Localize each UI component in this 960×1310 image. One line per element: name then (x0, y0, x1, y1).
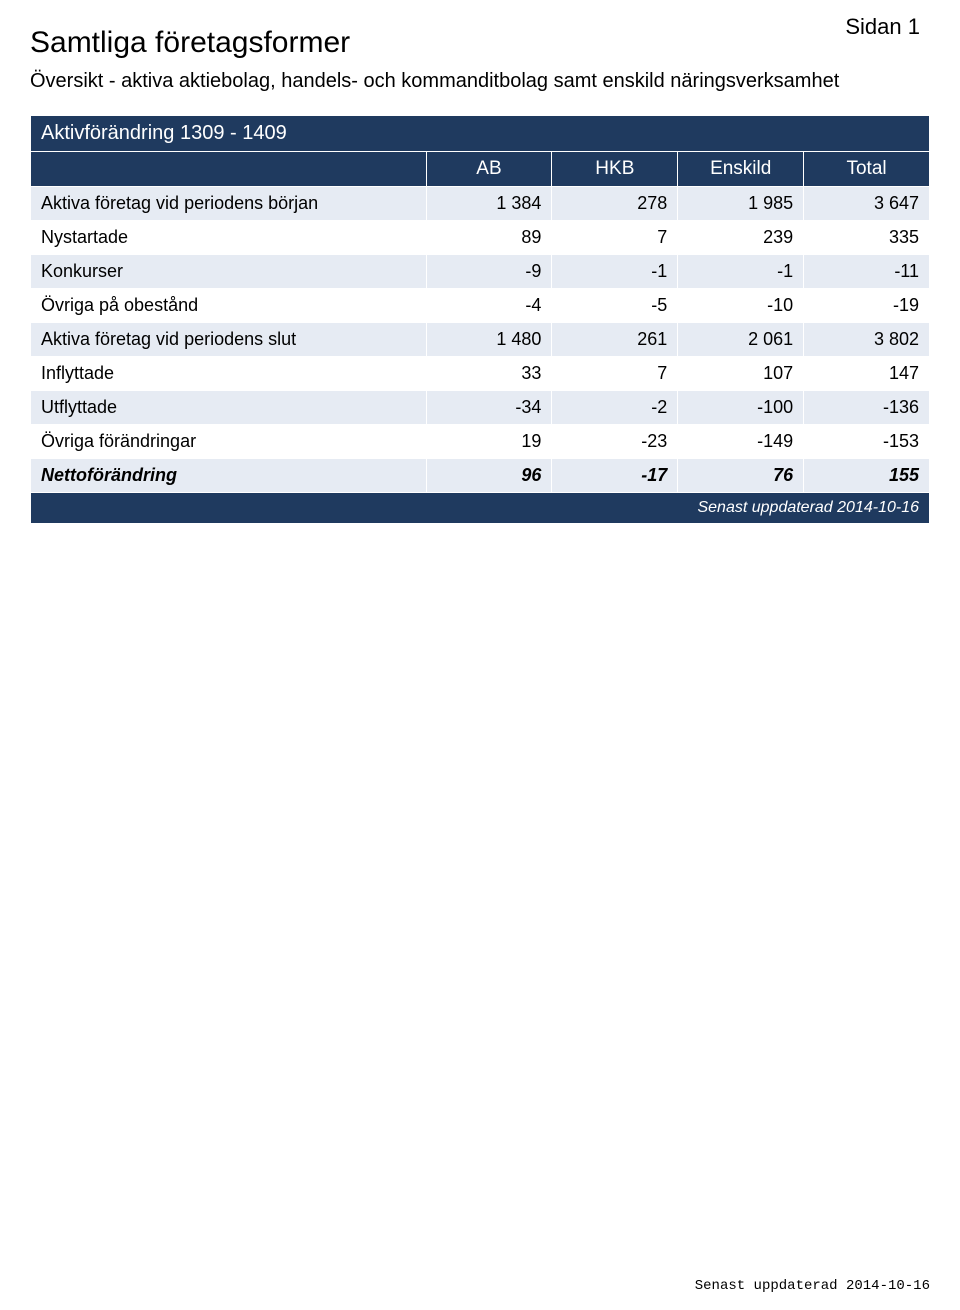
row-label: Övriga på obestånd (31, 289, 427, 323)
table-row: Övriga förändringar 19 -23 -149 -153 (31, 425, 930, 459)
column-header: Enskild (678, 152, 804, 187)
row-value: 33 (426, 357, 552, 391)
row-value: 1 384 (426, 187, 552, 221)
page: Sidan 1 Samtliga företagsformer Översikt… (0, 0, 960, 1310)
row-value: 107 (678, 357, 804, 391)
row-value: 261 (552, 323, 678, 357)
table-row: Aktiva företag vid periodens början 1 38… (31, 187, 930, 221)
row-value: -4 (426, 289, 552, 323)
section-heading: Aktivförändring 1309 - 1409 (31, 116, 930, 152)
row-value: -1 (552, 255, 678, 289)
row-value: 7 (552, 221, 678, 255)
table-footer-row: Senast uppdaterad 2014-10-16 (31, 493, 930, 524)
row-label: Nystartade (31, 221, 427, 255)
page-subtitle: Översikt - aktiva aktiebolag, handels- o… (30, 70, 930, 93)
section-heading-row: Aktivförändring 1309 - 1409 (31, 116, 930, 152)
row-value: 3 802 (804, 323, 930, 357)
table-row-netto: Nettoförändring 96 -17 76 155 (31, 459, 930, 493)
table-row: Utflyttade -34 -2 -100 -136 (31, 391, 930, 425)
table-row: Inflyttade 33 7 107 147 (31, 357, 930, 391)
row-label: Konkurser (31, 255, 427, 289)
table-row: Konkurser -9 -1 -1 -11 (31, 255, 930, 289)
row-value: -153 (804, 425, 930, 459)
row-label: Aktiva företag vid periodens början (31, 187, 427, 221)
page-title: Samtliga företagsformer (30, 26, 930, 60)
row-value: 19 (426, 425, 552, 459)
bottom-timestamp: Senast uppdaterad 2014-10-16 (695, 1278, 930, 1294)
row-value: 155 (804, 459, 930, 493)
row-value: 278 (552, 187, 678, 221)
row-value: 2 061 (678, 323, 804, 357)
row-label: Övriga förändringar (31, 425, 427, 459)
row-value: 335 (804, 221, 930, 255)
column-header-blank (31, 152, 427, 187)
row-value: -100 (678, 391, 804, 425)
row-label: Nettoförändring (31, 459, 427, 493)
row-value: -23 (552, 425, 678, 459)
row-value: 76 (678, 459, 804, 493)
page-number: Sidan 1 (845, 14, 920, 40)
row-value: 96 (426, 459, 552, 493)
row-value: -11 (804, 255, 930, 289)
row-value: -34 (426, 391, 552, 425)
column-header: HKB (552, 152, 678, 187)
column-header-row: AB HKB Enskild Total (31, 152, 930, 187)
row-value: -9 (426, 255, 552, 289)
row-value: 89 (426, 221, 552, 255)
row-value: -2 (552, 391, 678, 425)
row-value: 1 985 (678, 187, 804, 221)
row-value: 1 480 (426, 323, 552, 357)
table-row: Aktiva företag vid periodens slut 1 480 … (31, 323, 930, 357)
column-header: Total (804, 152, 930, 187)
row-value: -136 (804, 391, 930, 425)
table-row: Nystartade 89 7 239 335 (31, 221, 930, 255)
row-value: -5 (552, 289, 678, 323)
table-row: Övriga på obestånd -4 -5 -10 -19 (31, 289, 930, 323)
row-label: Aktiva företag vid periodens slut (31, 323, 427, 357)
data-table: Aktivförändring 1309 - 1409 AB HKB Enski… (30, 115, 930, 524)
row-value: -149 (678, 425, 804, 459)
row-value: -19 (804, 289, 930, 323)
row-value: -1 (678, 255, 804, 289)
row-value: 3 647 (804, 187, 930, 221)
row-label: Utflyttade (31, 391, 427, 425)
column-header: AB (426, 152, 552, 187)
row-value: 239 (678, 221, 804, 255)
row-value: 7 (552, 357, 678, 391)
row-value: 147 (804, 357, 930, 391)
row-label: Inflyttade (31, 357, 427, 391)
table-footer-text: Senast uppdaterad 2014-10-16 (31, 493, 930, 524)
row-value: -17 (552, 459, 678, 493)
row-value: -10 (678, 289, 804, 323)
